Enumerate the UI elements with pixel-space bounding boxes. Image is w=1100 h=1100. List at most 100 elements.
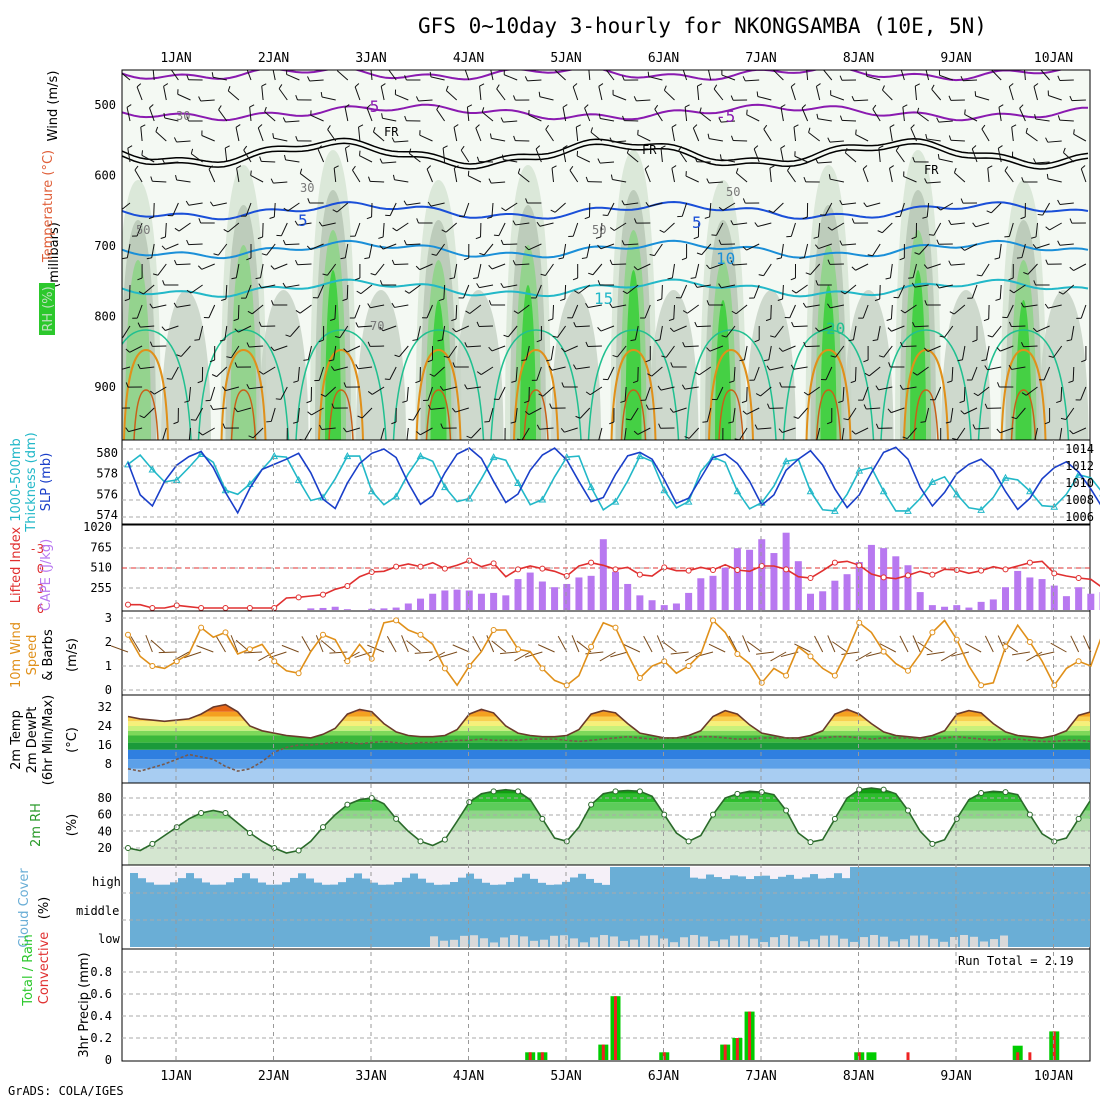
wind-barb-flag bbox=[221, 298, 227, 301]
wind-barb bbox=[916, 366, 929, 376]
pressure-tick: 500 bbox=[94, 98, 116, 112]
wind-barb-flag bbox=[261, 253, 267, 256]
cape-bar bbox=[1026, 577, 1034, 610]
wind-barb bbox=[753, 366, 760, 381]
wind-barb bbox=[460, 149, 470, 163]
wind-barb bbox=[176, 263, 191, 266]
wind-barb-flag bbox=[1021, 177, 1024, 183]
low-cloud-bar bbox=[910, 935, 918, 947]
wind-barb bbox=[394, 263, 409, 266]
lifted-index-line-marker bbox=[734, 567, 741, 573]
rh-line-marker bbox=[198, 810, 205, 816]
cape-tick: 510 bbox=[90, 561, 112, 575]
wind10-speed-line-marker bbox=[198, 624, 205, 631]
top-date-label: 7JAN bbox=[745, 51, 776, 66]
wind-barb bbox=[769, 366, 784, 371]
wind-barb-flag bbox=[900, 64, 904, 67]
wind-barb-flag bbox=[622, 115, 625, 121]
wind-barb-flag bbox=[706, 347, 711, 352]
wind-barb-flag bbox=[690, 277, 696, 279]
wind10-barb bbox=[315, 635, 324, 653]
wind-barb bbox=[382, 117, 397, 122]
wind-barb bbox=[985, 345, 990, 360]
wind-barb-flag bbox=[427, 359, 433, 363]
wind-barb bbox=[358, 127, 361, 142]
wind-barb-flag bbox=[1037, 213, 1043, 216]
wind10-barb bbox=[728, 635, 738, 653]
high-cloud-gap bbox=[338, 867, 346, 883]
wind10-speed-line-marker bbox=[295, 670, 302, 677]
rh-line-marker bbox=[636, 788, 643, 795]
thickness-line-marker bbox=[270, 452, 279, 460]
wind-barb bbox=[692, 127, 700, 142]
bottom-date-label: 5JAN bbox=[550, 1069, 581, 1084]
wind-barb-flag bbox=[367, 391, 373, 395]
low-cloud-bar bbox=[600, 935, 608, 947]
thickness-line-marker bbox=[977, 505, 985, 513]
wind-barb-flag bbox=[1057, 115, 1061, 121]
wind-barb-flag bbox=[234, 362, 238, 368]
wind-barb bbox=[654, 109, 663, 122]
wind-barb-flag bbox=[299, 168, 303, 174]
wind-barb bbox=[354, 86, 361, 101]
wind-barb bbox=[406, 202, 421, 206]
high-cloud-gap bbox=[474, 867, 482, 879]
wind-barb-flag bbox=[176, 354, 182, 357]
wind-barb-flag bbox=[184, 400, 190, 403]
wind-barbs bbox=[122, 64, 1087, 440]
wind-barb-flag bbox=[976, 274, 982, 277]
low-cloud-bar bbox=[870, 935, 878, 947]
lifted-index-line-marker bbox=[344, 583, 351, 589]
wind-barb bbox=[237, 407, 252, 413]
wind-barb bbox=[962, 79, 978, 82]
wind-barb bbox=[442, 148, 446, 163]
wind10-speed-line-marker bbox=[953, 636, 960, 643]
high-cloud-gap bbox=[698, 867, 706, 879]
wind-barb bbox=[299, 304, 312, 314]
rh-blob bbox=[258, 290, 309, 440]
li-tick: 6 bbox=[37, 602, 44, 616]
contour-line-20 bbox=[490, 329, 582, 440]
thickness-line-marker bbox=[392, 492, 400, 500]
lifted-index-line-marker bbox=[1026, 559, 1033, 566]
wind-barb-flag bbox=[707, 133, 710, 139]
wind-barb bbox=[237, 304, 240, 320]
wind-barb-flag bbox=[342, 298, 348, 302]
wind-barb bbox=[359, 155, 373, 163]
high-cloud-gap bbox=[258, 867, 266, 883]
wind-barb bbox=[592, 263, 603, 276]
contour-label: 30 bbox=[300, 181, 314, 195]
high-cloud-gap bbox=[506, 867, 514, 882]
wind-barb-flag bbox=[306, 245, 312, 250]
wind-barb-flag bbox=[464, 384, 468, 390]
high-cloud-gap bbox=[522, 867, 530, 874]
wind-barb-flag bbox=[524, 410, 530, 415]
wind-barb-flag bbox=[765, 318, 771, 322]
wind-barb bbox=[931, 88, 942, 101]
wind-barb bbox=[645, 386, 651, 401]
wind-barb-flag bbox=[161, 326, 166, 331]
top-date-label: 1JAN bbox=[160, 51, 191, 66]
wind-barb-flag bbox=[887, 408, 892, 413]
cape-bar bbox=[977, 601, 985, 610]
wind-barb bbox=[394, 304, 409, 308]
wind-barb-flag bbox=[791, 321, 795, 327]
low-cloud-bar bbox=[880, 936, 888, 947]
wind-barb-flag bbox=[513, 135, 516, 141]
lifted-index-line-marker bbox=[856, 562, 863, 569]
wind-barb-flag bbox=[780, 104, 786, 108]
thickness-line-marker bbox=[855, 466, 864, 474]
wind10-speed-line-marker bbox=[612, 624, 619, 631]
rh-line-marker bbox=[661, 811, 668, 818]
wind-barb bbox=[370, 70, 373, 81]
temp-band bbox=[128, 726, 1090, 731]
bottom-date-label: 2JAN bbox=[258, 1069, 289, 1084]
wind-barb-flag bbox=[161, 158, 165, 164]
wind-barb-flag bbox=[729, 380, 735, 383]
top-date-label: 4JAN bbox=[453, 51, 484, 66]
wind10-barb bbox=[599, 651, 616, 662]
wind-barb-flag bbox=[711, 234, 717, 236]
wind-barb-flag bbox=[855, 129, 857, 135]
wind10-barb bbox=[770, 651, 787, 662]
